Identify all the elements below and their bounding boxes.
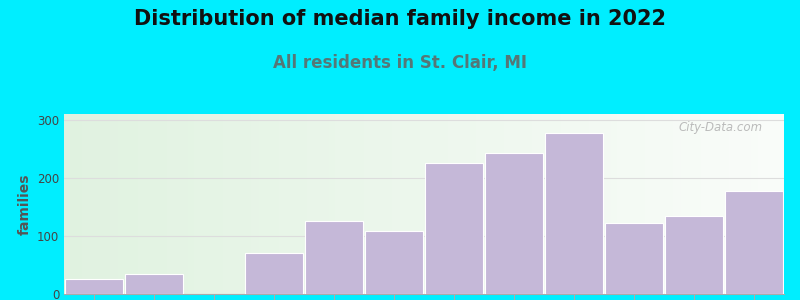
- Bar: [725, 190, 783, 294]
- Text: City-Data.com: City-Data.com: [678, 121, 762, 134]
- Bar: [545, 133, 603, 294]
- Bar: [245, 254, 303, 294]
- Bar: [605, 223, 663, 294]
- Bar: [305, 221, 363, 294]
- Bar: [365, 231, 423, 294]
- Y-axis label: families: families: [18, 173, 31, 235]
- Text: Distribution of median family income in 2022: Distribution of median family income in …: [134, 9, 666, 29]
- Bar: [65, 280, 123, 294]
- Bar: [665, 216, 723, 294]
- Bar: [425, 164, 483, 294]
- Text: All residents in St. Clair, MI: All residents in St. Clair, MI: [273, 54, 527, 72]
- Bar: [485, 154, 543, 294]
- Bar: [125, 274, 183, 294]
